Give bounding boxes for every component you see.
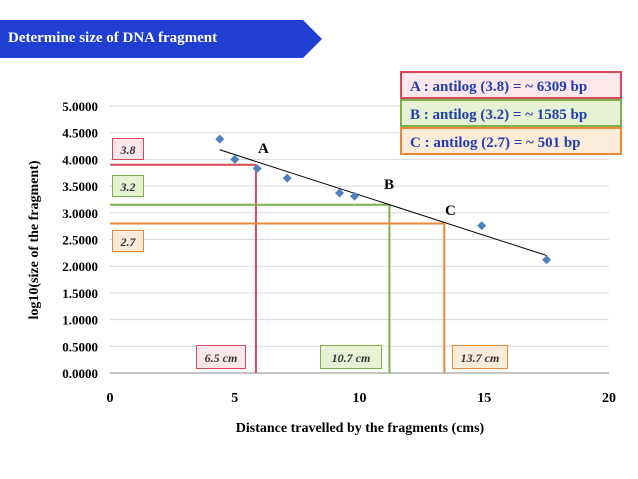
- data-points: [215, 134, 552, 265]
- x-tick-label: 5: [231, 391, 238, 406]
- y-marker-c: 2.7: [112, 230, 144, 252]
- data-point: [252, 163, 262, 173]
- y-tick-label: 2.5000: [62, 233, 98, 248]
- y-marker-b: 3.2: [112, 175, 144, 197]
- y-tick-label: 4.5000: [62, 126, 98, 141]
- y-tick-label: 3.0000: [62, 206, 98, 221]
- guide-lines: [110, 163, 446, 373]
- y-marker-a: 3.8: [112, 138, 144, 160]
- x-tick-label: 15: [477, 391, 491, 406]
- x-marker-b: 10.7 cm: [320, 345, 382, 369]
- data-point: [542, 255, 552, 265]
- x-tick-labels: 0 5 10 15 20: [107, 391, 617, 406]
- data-point: [477, 221, 487, 231]
- x-tick-label: 0: [107, 391, 114, 406]
- point-label-b: B: [384, 177, 395, 193]
- banner-title: Determine size of DNA fragment: [8, 30, 218, 46]
- y-tick-label: 5.0000: [62, 99, 98, 114]
- chart-grid: [110, 105, 609, 374]
- x-tick-label: 20: [602, 391, 616, 406]
- point-label-a: A: [258, 141, 269, 157]
- y-tick-label: 0.5000: [62, 339, 98, 354]
- callout-b: B : antilog (3.2) = ~ 1585 bp: [400, 99, 622, 127]
- callout-c: C : antilog (2.7) = ~ 501 bp: [400, 127, 622, 155]
- data-point: [230, 154, 240, 164]
- data-point: [215, 134, 225, 144]
- x-marker-a: 6.5 cm: [196, 345, 246, 369]
- trendline-segment: [219, 149, 547, 256]
- point-label-c: C: [445, 203, 456, 219]
- data-point: [335, 188, 345, 198]
- x-marker-c: 13.7 cm: [452, 345, 508, 369]
- y-axis-label: log10(size of the fragment): [27, 160, 42, 319]
- trendline: [219, 149, 547, 256]
- y-tick-label: 4.0000: [62, 152, 98, 167]
- y-tick-label: 3.5000: [62, 179, 98, 194]
- y-tick-label: 0.0000: [62, 366, 98, 381]
- banner-arrow-shape: [0, 20, 322, 58]
- y-tick-labels: 0.0000 0.5000 1.0000 1.5000 2.0000 2.5000 3.00…: [62, 99, 98, 381]
- data-point: [282, 173, 292, 183]
- y-tick-label: 2.0000: [62, 259, 98, 274]
- y-tick-label: 1.0000: [62, 313, 98, 328]
- data-point: [350, 191, 360, 201]
- y-tick-label: 1.5000: [62, 286, 98, 301]
- x-tick-label: 10: [353, 391, 367, 406]
- x-axis-label: Distance travelled by the fragments (cms…: [236, 421, 485, 436]
- callout-a: A : antilog (3.8) = ~ 6309 bp: [400, 71, 622, 99]
